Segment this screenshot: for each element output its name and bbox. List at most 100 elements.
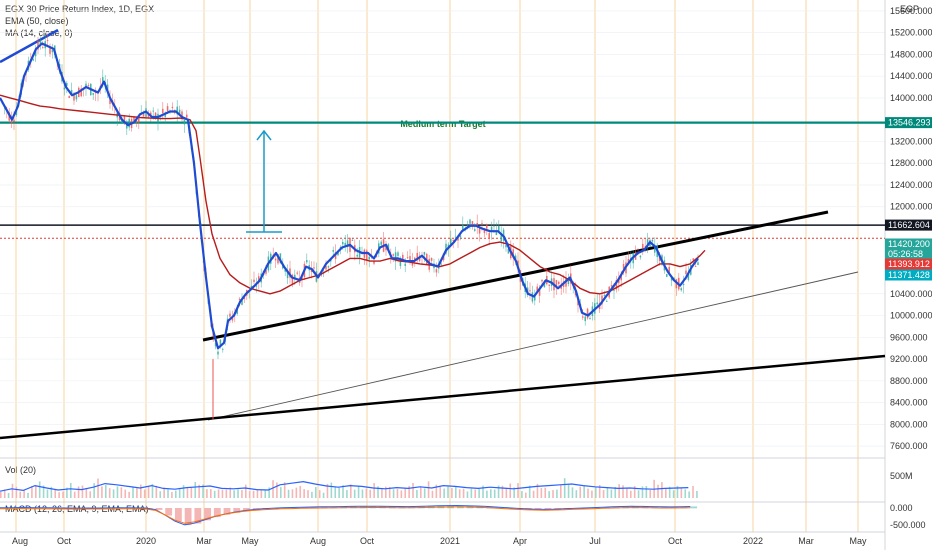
candle-body xyxy=(332,250,334,252)
candle-body xyxy=(399,261,402,266)
volume-bar xyxy=(229,487,232,498)
price-tag[interactable] xyxy=(885,219,932,231)
candle-body xyxy=(440,263,442,265)
candle-body xyxy=(416,252,418,261)
volume-bar xyxy=(73,491,76,498)
y-tick-label: 14400.000 xyxy=(890,71,932,81)
candle-body xyxy=(392,254,394,256)
candle-body xyxy=(183,120,186,125)
macd-histogram-bar xyxy=(213,508,221,518)
volume-bar xyxy=(93,483,95,498)
volume-bar xyxy=(466,491,469,498)
x-tick-label: Mar xyxy=(196,536,212,546)
candle-body xyxy=(613,290,615,291)
volume-bar xyxy=(447,486,449,498)
volume-bar xyxy=(637,490,640,498)
volume-bar xyxy=(571,487,574,498)
candle-body xyxy=(284,268,286,272)
candle-body xyxy=(495,231,498,236)
price-tag[interactable] xyxy=(885,117,932,129)
vol-legend[interactable]: Vol (20) xyxy=(5,465,36,475)
volume-bar xyxy=(213,490,216,498)
candle-body xyxy=(34,51,37,57)
candle-body xyxy=(404,263,406,266)
candle-body xyxy=(87,85,90,87)
volume-bar xyxy=(268,487,270,498)
price-tag[interactable] xyxy=(885,238,932,250)
candle-body xyxy=(534,294,536,301)
y-tick-label: 10000.000 xyxy=(890,311,932,321)
target-annotation: Medium term Target xyxy=(400,119,485,129)
candle-body xyxy=(128,118,130,128)
volume-bar xyxy=(676,485,679,498)
volume-bar xyxy=(641,486,644,498)
ema-line[interactable] xyxy=(0,94,706,295)
price-tag[interactable] xyxy=(885,258,932,270)
volume-bar xyxy=(217,489,220,498)
candle-body xyxy=(70,89,73,95)
volume-bar xyxy=(307,490,309,498)
volume-bar xyxy=(645,485,648,498)
y-tick-label: 12800.000 xyxy=(890,158,932,168)
candle-body xyxy=(500,233,502,242)
volume-bar xyxy=(287,489,290,498)
candle-body xyxy=(217,351,219,355)
volume-bar xyxy=(672,490,675,498)
ma-legend[interactable]: MA (14, close, 0) xyxy=(5,28,73,38)
candle-body xyxy=(66,82,68,86)
volume-bar xyxy=(579,486,582,498)
volume-bar xyxy=(350,484,352,498)
volume-bar xyxy=(89,491,92,498)
candle-body xyxy=(222,348,224,350)
arrow-head xyxy=(256,129,272,141)
macd-histogram-bar xyxy=(204,508,211,521)
candle-body xyxy=(229,313,231,317)
candle-body xyxy=(622,264,625,270)
candle-body xyxy=(615,280,618,290)
volume-bar xyxy=(563,478,566,498)
volume-bar xyxy=(373,483,375,498)
candle-body xyxy=(373,261,375,264)
candle-body xyxy=(231,317,234,321)
volume-bar xyxy=(482,485,484,498)
candle-body xyxy=(394,252,397,262)
price-tag[interactable] xyxy=(885,248,932,260)
candle-body xyxy=(488,233,490,238)
y-tick-label: 12400.000 xyxy=(890,180,932,190)
candle-body xyxy=(682,283,685,286)
ma-line[interactable] xyxy=(0,42,699,350)
volume-bar xyxy=(70,482,72,498)
candle-body xyxy=(150,112,152,116)
price-tag[interactable] xyxy=(885,269,932,281)
price-tag-label: 05:26:58 xyxy=(888,249,923,259)
candle-body xyxy=(459,235,462,238)
volume-bar xyxy=(451,487,453,498)
volume-bar xyxy=(252,490,255,498)
volume-bar xyxy=(408,485,410,498)
volume-bar xyxy=(680,488,683,498)
candle-body xyxy=(94,92,97,94)
currency-label: EGP xyxy=(900,4,919,14)
volume-bar xyxy=(198,484,200,498)
candle-body xyxy=(274,258,277,261)
volume-bar xyxy=(420,487,422,498)
candle-body xyxy=(483,229,486,234)
volume-bar xyxy=(412,483,414,498)
volume-bar xyxy=(46,489,49,498)
volume-bar xyxy=(536,483,539,498)
ema-legend[interactable]: EMA (50, close) xyxy=(5,16,69,26)
volume-bar xyxy=(77,486,80,498)
volume-bar xyxy=(431,490,434,498)
candle-body xyxy=(154,112,157,119)
candle-body xyxy=(538,290,541,296)
candle-body xyxy=(493,225,495,227)
candle-body xyxy=(406,257,409,259)
y-tick-label: 8000.000 xyxy=(890,419,928,429)
candle-body xyxy=(243,297,246,300)
volume-bar xyxy=(295,487,298,498)
volume-bar xyxy=(544,487,547,498)
candle-body xyxy=(236,308,238,314)
candle-body xyxy=(346,240,349,248)
volume-bar xyxy=(241,490,243,498)
